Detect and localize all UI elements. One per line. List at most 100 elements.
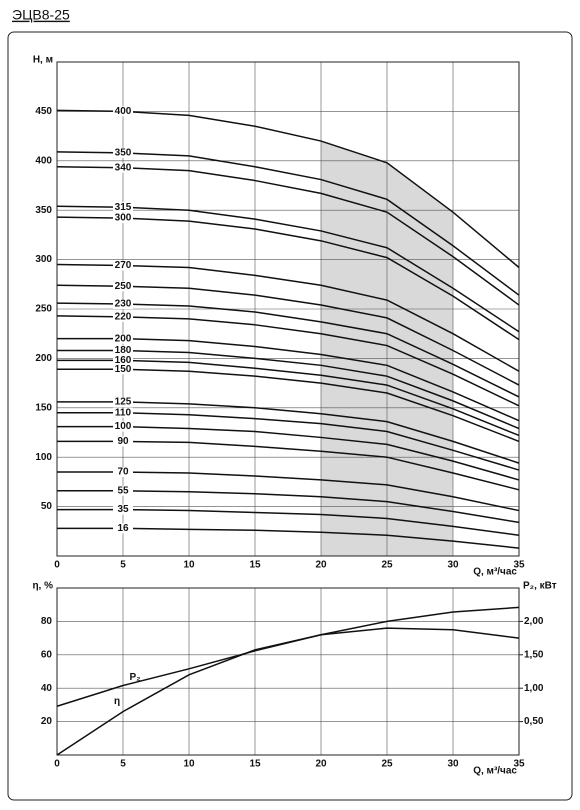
label-bg	[113, 162, 133, 173]
x-tick-label: 35	[513, 759, 525, 770]
series-label: 400	[115, 106, 132, 117]
series-line	[56, 315, 520, 407]
series-line	[56, 284, 520, 386]
y-tick-label: 200	[35, 353, 52, 364]
series-line	[56, 165, 520, 306]
series-label: 300	[115, 213, 132, 224]
label-bg	[113, 213, 133, 224]
y-tick-label: 100	[35, 452, 52, 463]
y-tick-label: 300	[35, 254, 52, 265]
series-label: 35	[117, 504, 129, 515]
y2-tick-label: 1,00	[524, 683, 544, 694]
y2-tick-label: 2,00	[524, 616, 544, 627]
y-tick-label: 150	[35, 402, 52, 413]
label-bg	[113, 147, 133, 158]
x-axis-label: Q, м³/час	[473, 766, 517, 777]
series-label: 100	[115, 421, 132, 432]
series-label: 220	[115, 312, 132, 323]
x-tick-label: 30	[447, 759, 459, 770]
y-tick-label: 450	[35, 106, 52, 117]
series-label: 230	[115, 299, 132, 310]
y2-tick-label: 1,50	[524, 649, 544, 660]
y2-tick-label: 0,50	[524, 716, 544, 727]
series-line	[56, 216, 520, 341]
label-bg	[113, 421, 133, 432]
series-label: 160	[115, 355, 132, 366]
y-tick-label: 250	[35, 304, 52, 315]
label-bg	[113, 504, 133, 515]
y-tick-label: 80	[41, 616, 53, 627]
x-tick-label: 0	[54, 759, 60, 770]
y-axis-label: η, %	[32, 581, 53, 592]
y-axis-label: H, м	[33, 55, 53, 66]
label-bg	[113, 396, 133, 407]
x-tick-label: 5	[120, 560, 126, 571]
series-label: 350	[115, 148, 132, 159]
series-line	[56, 263, 520, 372]
series-line	[57, 471, 520, 512]
plot-area	[56, 587, 520, 756]
series-line	[57, 349, 520, 430]
series-label: 125	[115, 397, 132, 408]
series-label: 315	[115, 202, 132, 213]
series-line	[57, 508, 520, 536]
series-line	[56, 302, 520, 398]
label-bg	[113, 436, 133, 447]
label-bg	[113, 364, 133, 375]
series-line	[57, 425, 520, 481]
x-tick-label: 25	[381, 759, 393, 770]
label-bg	[113, 355, 133, 366]
x-tick-label: 20	[315, 560, 327, 571]
series-line	[56, 205, 520, 333]
label-bg	[113, 467, 133, 478]
label-bg	[113, 281, 133, 292]
y-tick-label: 350	[35, 205, 52, 216]
x-tick-label: 30	[447, 560, 459, 571]
series-label: 16	[117, 523, 129, 534]
series-label: 200	[115, 333, 132, 344]
label-bg	[113, 345, 133, 356]
series-label: 55	[117, 485, 129, 496]
series-line	[57, 527, 520, 549]
series-label: 90	[117, 436, 129, 447]
plot-area	[56, 61, 520, 557]
x-tick-label: 15	[249, 560, 261, 571]
series-label: 70	[117, 467, 129, 478]
label-bg	[113, 202, 133, 213]
x-tick-label: 35	[513, 560, 525, 571]
series-label: P₂	[129, 672, 140, 683]
series-label: 110	[115, 407, 132, 418]
y-tick-label: 400	[35, 155, 52, 166]
x-tick-label: 20	[315, 759, 327, 770]
series-line	[56, 606, 520, 707]
x-axis-label: Q, м³/час	[473, 567, 517, 578]
x-tick-label: 10	[183, 759, 195, 770]
y-tick-label: 60	[41, 649, 53, 660]
label-bg	[113, 485, 133, 496]
y-tick-label: 20	[41, 716, 53, 727]
x-tick-label: 10	[183, 560, 195, 571]
x-tick-label: 15	[249, 759, 261, 770]
frame	[7, 31, 573, 801]
label-bg	[113, 311, 133, 322]
x-tick-label: 25	[381, 560, 393, 571]
series-line	[57, 440, 520, 491]
series-label: 250	[115, 281, 132, 292]
y-tick-label: 50	[41, 501, 53, 512]
series-line	[57, 401, 520, 464]
series-label: η	[114, 696, 120, 707]
series-line	[57, 359, 520, 437]
series-line	[57, 411, 520, 471]
series-label: 340	[115, 162, 132, 173]
label-bg	[113, 106, 133, 117]
label-bg	[113, 299, 133, 310]
series-line	[57, 490, 520, 524]
y2-axis-label: P₂, кВт	[523, 581, 557, 592]
series-line	[56, 109, 520, 269]
label-bg	[113, 260, 133, 271]
series-label: 270	[115, 260, 132, 271]
series-line	[56, 627, 520, 756]
series-line	[57, 337, 520, 422]
